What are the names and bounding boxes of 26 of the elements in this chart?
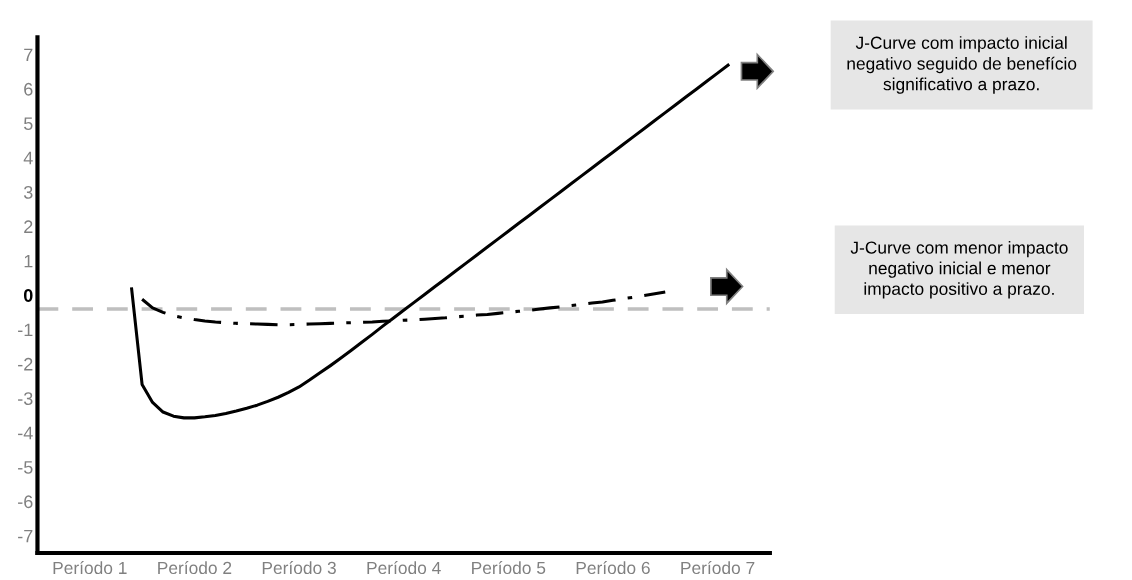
x-tick-label: Período 5 [472, 561, 546, 575]
y-tick-label: -3 [18, 392, 33, 406]
line-series [130, 63, 730, 420]
x-tick-label: Período 6 [576, 561, 650, 575]
y-tick-label: -6 [18, 495, 33, 509]
x-tick-label: Período 2 [158, 561, 232, 575]
y-tick-label: 2 [24, 220, 33, 233]
x-tick-label: Período 4 [367, 561, 441, 575]
y-tick-label: -1 [18, 323, 33, 337]
y-tick-label: 7 [24, 48, 33, 62]
text: J-Curve com menor impacto negativo inicial e menor impacto positivo a prazo. [850, 241, 1068, 299]
y-tick-label: -5 [18, 461, 33, 474]
y-tick-label: -2 [18, 357, 33, 371]
y-tick-label: 4 [23, 151, 33, 165]
line-series [140, 290, 667, 327]
y-tick-label: 1 [24, 254, 33, 268]
y-tick-label: -7 [18, 529, 33, 543]
y-tick-label: 0 [23, 289, 33, 302]
y-tick-label: 5 [23, 117, 33, 131]
x-tick-label: Período 3 [262, 561, 336, 575]
x-tick-label: Período 1 [53, 561, 127, 575]
text: J-Curve com impacto inicial negativo seguido de benefício significativo a prazo. [847, 36, 1077, 94]
y-tick-label: 6 [24, 82, 33, 96]
y-tick-label: 3 [23, 185, 33, 199]
y-tick-label: -4 [18, 426, 33, 440]
x-tick-label: Período 7 [681, 561, 755, 575]
